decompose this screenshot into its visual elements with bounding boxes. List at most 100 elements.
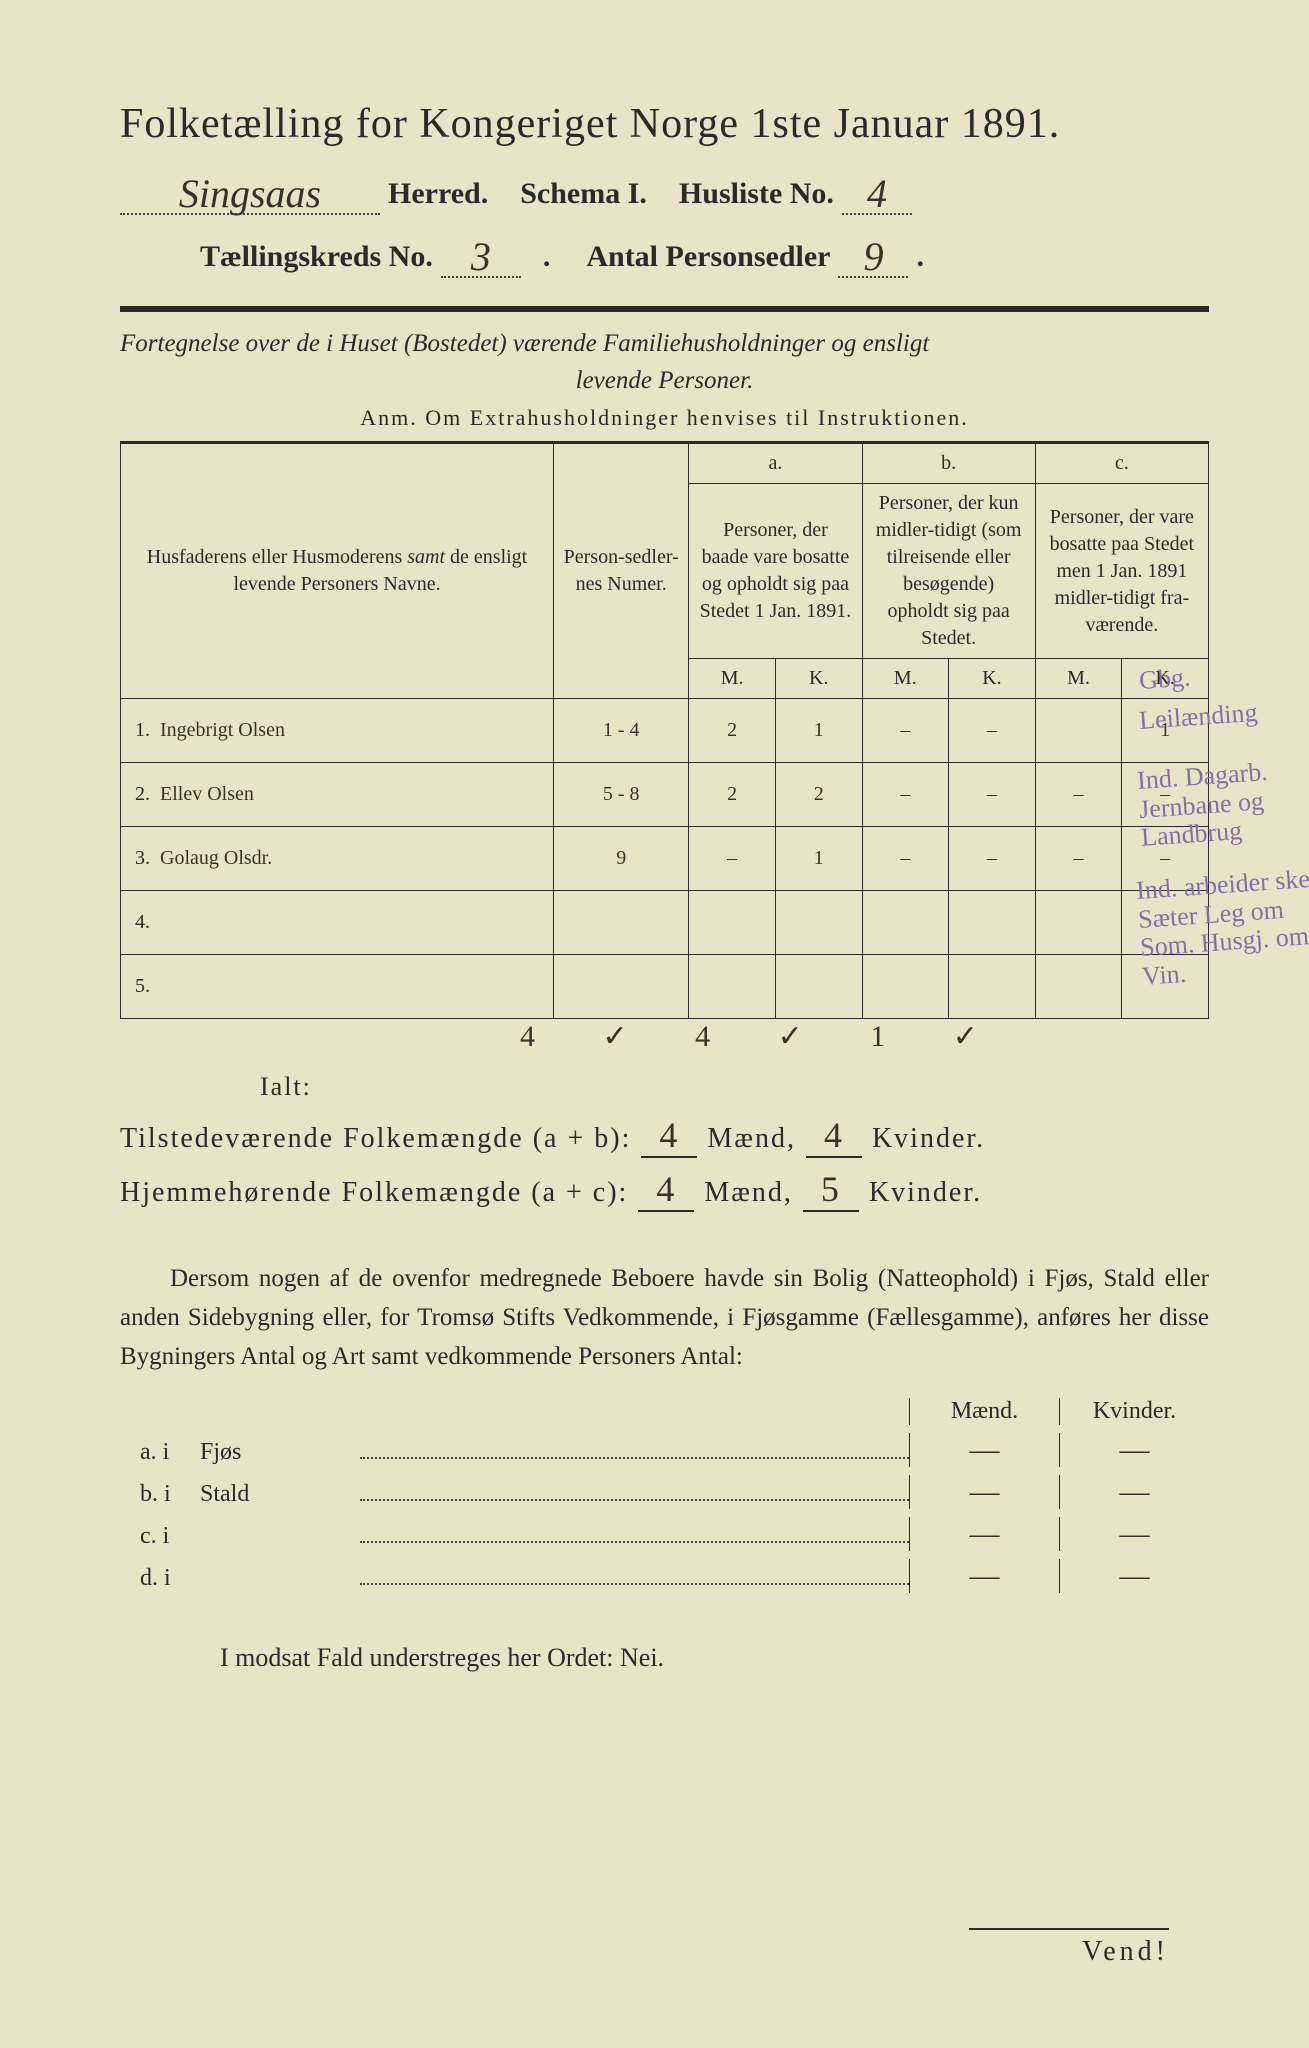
- margin-annotation: Ind. arbeider ske; Sæter Leg om Som. Hus…: [1135, 863, 1309, 991]
- bldg-m-value: —: [909, 1433, 1059, 1467]
- col-c-m: M.: [1035, 659, 1122, 699]
- cell-b-k: [949, 955, 1036, 1019]
- cell-a-k: 2: [775, 763, 862, 827]
- bldg-k-value: —: [1059, 1517, 1209, 1551]
- bldg-lab: a. i: [120, 1439, 200, 1466]
- intro-line-2: levende Personer.: [120, 367, 1209, 395]
- bldg-m-value: —: [909, 1475, 1059, 1509]
- tally-marks: 4 ✓ 4 ✓ 1 ✓: [120, 1019, 1209, 1054]
- vend-label: Vend!: [969, 1928, 1169, 1968]
- building-header: Mænd. Kvinder.: [120, 1398, 1209, 1425]
- row1-label: Tilstedeværende Folkemængde (a + b):: [120, 1123, 631, 1155]
- anm-note: Anm. Om Extrahusholdninger henvises til …: [120, 405, 1209, 431]
- cell-a-m: [689, 891, 776, 955]
- bldg-kvinder-header: Kvinder.: [1059, 1398, 1209, 1425]
- bldg-lab: d. i: [120, 1565, 200, 1592]
- cell-a-k: 1: [775, 699, 862, 763]
- kreds-value: 3: [471, 234, 491, 279]
- totals-block: Tilstedeværende Folkemængde (a + b): 4 M…: [120, 1114, 1209, 1212]
- cell-c-m: –: [1035, 827, 1122, 891]
- rule-1: [120, 306, 1209, 312]
- cell-a-m: 2: [689, 763, 776, 827]
- table-row: 3.Golaug Olsdr.9–1––––: [121, 827, 1209, 891]
- dotted-line: [360, 1441, 909, 1459]
- cell-name: 4.: [121, 891, 554, 955]
- cell-b-m: [862, 891, 949, 955]
- dotted-line: [360, 1483, 909, 1501]
- bldg-k-value: —: [1059, 1475, 1209, 1509]
- building-row: a. iFjøs ——: [120, 1433, 1209, 1475]
- cell-c-m: [1035, 955, 1122, 1019]
- cell-b-k: –: [949, 827, 1036, 891]
- cell-b-m: [862, 955, 949, 1019]
- header-line-1: Singsaas Herred. Schema I. Husliste No. …: [120, 166, 1209, 215]
- cell-name: 1.Ingebrigt Olsen: [121, 699, 554, 763]
- col-b-label: b.: [862, 444, 1035, 484]
- herred-label: Herred.: [388, 177, 488, 211]
- row2-m: 4: [656, 1169, 676, 1209]
- col-c-header: Personer, der vare bosatte paa Stedet me…: [1035, 484, 1208, 659]
- schema-label: Schema I.: [520, 177, 647, 211]
- building-row: b. iStald ——: [120, 1475, 1209, 1517]
- nei-line: I modsat Fald understreges her Ordet: Ne…: [120, 1643, 1209, 1673]
- maend-label-1: Mænd,: [707, 1123, 796, 1155]
- col-a-m: M.: [689, 659, 776, 699]
- kvinder-label-1: Kvinder.: [872, 1123, 985, 1155]
- col-c-label: c.: [1035, 444, 1208, 484]
- totals-row-resident: Hjemmehørende Folkemængde (a + c): 4 Mæn…: [120, 1168, 1209, 1212]
- row1-k: 4: [824, 1115, 844, 1155]
- table-row: 4.: [121, 891, 1209, 955]
- kreds-label: Tællingskreds No.: [200, 240, 433, 274]
- dotted-line: [360, 1525, 909, 1543]
- cell-a-m: –: [689, 827, 776, 891]
- herred-value: Singsaas: [179, 171, 321, 216]
- cell-b-k: –: [949, 699, 1036, 763]
- bldg-name: Fjøs: [200, 1439, 360, 1466]
- cell-c-m: –: [1035, 763, 1122, 827]
- bldg-lab: b. i: [120, 1481, 200, 1508]
- totals-row-present: Tilstedeværende Folkemængde (a + b): 4 M…: [120, 1114, 1209, 1158]
- cell-b-k: [949, 891, 1036, 955]
- bldg-maend-header: Mænd.: [909, 1398, 1059, 1425]
- husliste-value: 4: [867, 171, 887, 216]
- maend-label-2: Mænd,: [704, 1177, 793, 1209]
- cell-num: [554, 955, 689, 1019]
- cell-b-m: –: [862, 763, 949, 827]
- cell-name: 5.: [121, 955, 554, 1019]
- body-paragraph: Dersom nogen af de ovenfor medregnede Be…: [120, 1260, 1209, 1376]
- row2-k: 5: [821, 1169, 841, 1209]
- cell-a-k: 1: [775, 827, 862, 891]
- cell-name: 3.Golaug Olsdr.: [121, 827, 554, 891]
- cell-num: 5 - 8: [554, 763, 689, 827]
- bldg-k-value: —: [1059, 1559, 1209, 1593]
- col-b-k: K.: [949, 659, 1036, 699]
- husliste-label: Husliste No.: [679, 177, 834, 211]
- census-table: Husfaderens eller Husmoderens samt de en…: [120, 443, 1209, 1019]
- cell-num: 9: [554, 827, 689, 891]
- cell-a-m: [689, 955, 776, 1019]
- bldg-k-value: —: [1059, 1433, 1209, 1467]
- col-b-header: Personer, der kun midler-tidigt (som til…: [862, 484, 1035, 659]
- col-a-k: K.: [775, 659, 862, 699]
- cell-c-m: [1035, 891, 1122, 955]
- census-page: Folketælling for Kongeriget Norge 1ste J…: [0, 0, 1309, 2048]
- page-title: Folketælling for Kongeriget Norge 1ste J…: [120, 100, 1209, 148]
- col-num-header: Person-sedler-nes Numer.: [554, 444, 689, 699]
- col-b-m: M.: [862, 659, 949, 699]
- margin-annotation: Ind. Dagarb. Jernbane og Landbrug: [1136, 753, 1309, 853]
- table-row: 5.: [121, 955, 1209, 1019]
- ialt-label: Ialt:: [120, 1072, 1209, 1102]
- col-a-header: Personer, der baade vare bosatte og opho…: [689, 484, 862, 659]
- table-row: 1.Ingebrigt Olsen1 - 421––1: [121, 699, 1209, 763]
- building-table: Mænd. Kvinder. a. iFjøs——b. iStald——c. i…: [120, 1398, 1209, 1601]
- cell-a-k: [775, 891, 862, 955]
- cell-b-m: –: [862, 827, 949, 891]
- antal-label: Antal Personsedler: [586, 240, 830, 274]
- col-a-label: a.: [689, 444, 862, 484]
- row2-label: Hjemmehørende Folkemængde (a + c):: [120, 1177, 628, 1209]
- bldg-name: Stald: [200, 1481, 360, 1508]
- cell-c-m: [1035, 699, 1122, 763]
- bldg-m-value: —: [909, 1517, 1059, 1551]
- cell-b-m: –: [862, 699, 949, 763]
- row1-m: 4: [659, 1115, 679, 1155]
